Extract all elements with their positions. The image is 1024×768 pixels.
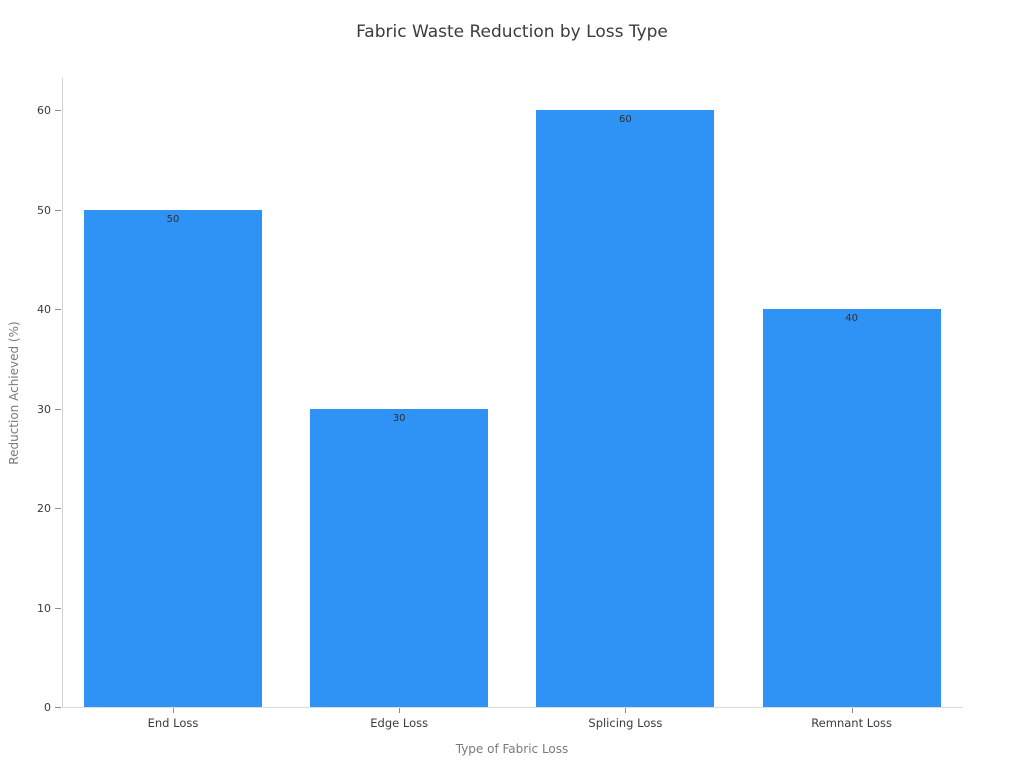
- bar-splicing-loss: [536, 110, 715, 707]
- y-tick-label: 40: [37, 303, 51, 316]
- x-axis-title: Type of Fabric Loss: [455, 742, 569, 756]
- y-tick-label: 10: [37, 601, 51, 615]
- y-tick-mark: [55, 607, 61, 609]
- x-axis-line: [62, 707, 963, 708]
- y-axis-title: Reduction Achieved (%): [7, 321, 21, 465]
- bar-remnant-loss: [762, 309, 941, 707]
- y-tick-label: 20: [37, 502, 51, 515]
- y-tick-label: 0: [44, 701, 51, 714]
- x-tick-mark: [625, 708, 627, 713]
- y-tick-mark: [55, 408, 61, 410]
- y-tick-mark: [55, 209, 61, 211]
- x-category-label: Remnant Loss: [811, 716, 892, 730]
- bar-edge-loss: [310, 408, 489, 707]
- bar-value-label: 60: [619, 114, 632, 125]
- y-tick-label: 60: [37, 104, 51, 117]
- x-category-label: Splicing Loss: [588, 716, 663, 730]
- chart-title: Fabric Waste Reduction by Loss Type: [356, 22, 668, 42]
- bar-value-label: 30: [392, 412, 406, 424]
- y-tick-mark: [55, 508, 61, 509]
- x-category-label: End Loss: [147, 716, 199, 730]
- bar-end-loss: [84, 209, 262, 707]
- x-tick-mark: [173, 708, 174, 713]
- bar-value-label: 50: [166, 213, 180, 225]
- x-tick-mark: [399, 708, 401, 713]
- bar-value-label: 40: [845, 313, 858, 324]
- y-tick-mark: [55, 309, 61, 310]
- y-tick-mark: [55, 110, 61, 111]
- x-tick-mark: [851, 708, 853, 713]
- y-tick-mark: [55, 707, 61, 708]
- y-axis-line: [62, 78, 63, 708]
- y-tick-label: 30: [37, 402, 51, 416]
- y-tick-label: 50: [37, 203, 51, 217]
- x-category-label: Edge Loss: [370, 716, 429, 730]
